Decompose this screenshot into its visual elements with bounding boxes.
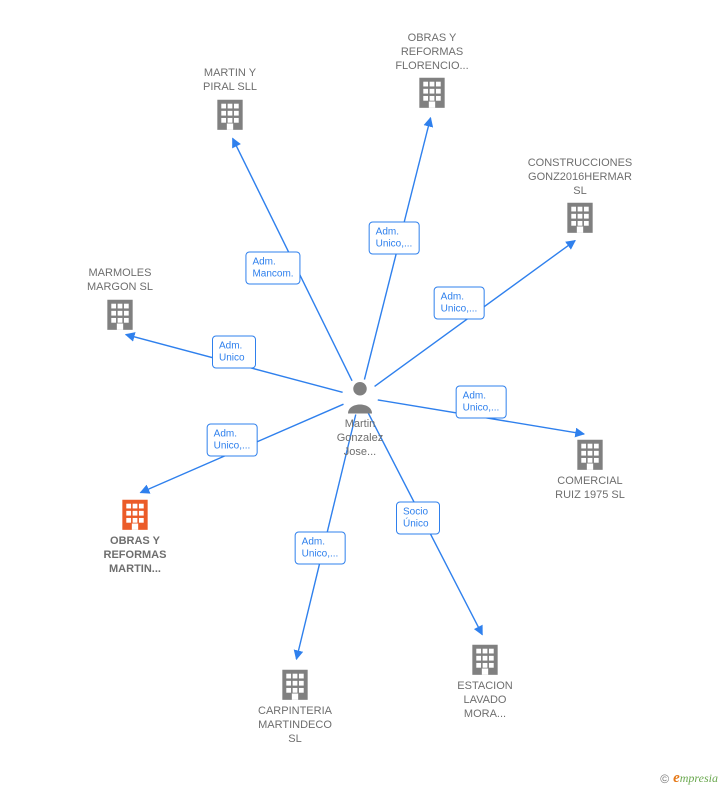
building-icon <box>413 73 451 111</box>
edge-label: Adm. Mancom. <box>245 252 300 285</box>
company-node-martin_piral[interactable]: MARTIN Y PIRAL SLL <box>165 65 295 133</box>
network-diagram: Martin Gonzalez Jose... MARTIN Y PIRAL SL… <box>0 0 728 795</box>
footer-attribution: © empresia <box>660 770 718 787</box>
center-person-node[interactable]: Martin Gonzalez Jose... <box>295 380 425 459</box>
building-icon <box>211 95 249 133</box>
building-icon <box>466 640 504 678</box>
company-node-marmoles[interactable]: MARMOLES MARGON SL <box>55 265 185 333</box>
edge-label: Socio Único <box>396 502 440 535</box>
company-node-construcciones[interactable]: CONSTRUCCIONES GONZ2016HERMAR SL <box>515 155 645 236</box>
company-label: MARTIN Y PIRAL SLL <box>203 67 257 95</box>
center-label: Martin Gonzalez Jose... <box>337 418 383 459</box>
company-label: COMERCIAL RUIZ 1975 SL <box>555 475 625 503</box>
company-node-comercial_ruiz[interactable]: COMERCIAL RUIZ 1975 SL <box>525 435 655 503</box>
company-label: ESTACION LAVADO MORA... <box>457 680 512 721</box>
building-icon <box>561 198 599 236</box>
building-icon <box>276 665 314 703</box>
company-node-carpinteria[interactable]: CARPINTERIA MARTINDECO SL <box>230 665 360 746</box>
company-node-obras_florencio[interactable]: OBRAS Y REFORMAS FLORENCIO... <box>367 30 497 111</box>
copyright-symbol: © <box>660 772 669 786</box>
building-icon <box>571 435 609 473</box>
company-node-estacion[interactable]: ESTACION LAVADO MORA... <box>420 640 550 721</box>
edge-label: Adm. Unico <box>212 336 256 369</box>
company-label: OBRAS Y REFORMAS MARTIN... <box>104 535 167 576</box>
company-label: MARMOLES MARGON SL <box>87 267 153 295</box>
company-label: OBRAS Y REFORMAS FLORENCIO... <box>395 32 468 73</box>
building-icon <box>101 295 139 333</box>
brand-logo: empresia <box>673 770 718 787</box>
building-icon <box>116 495 154 533</box>
company-label: CARPINTERIA MARTINDECO SL <box>258 705 332 746</box>
company-node-obras_martin[interactable]: OBRAS Y REFORMAS MARTIN... <box>70 495 200 576</box>
edge-label: Adm. Unico,... <box>295 532 346 565</box>
edge-label: Adm. Unico,... <box>434 287 485 320</box>
company-label: CONSTRUCCIONES GONZ2016HERMAR SL <box>528 157 633 198</box>
person-icon <box>345 380 375 414</box>
edge-label: Adm. Unico,... <box>207 424 258 457</box>
edge-label: Adm. Unico,... <box>369 222 420 255</box>
edge-label: Adm. Unico,... <box>456 386 507 419</box>
